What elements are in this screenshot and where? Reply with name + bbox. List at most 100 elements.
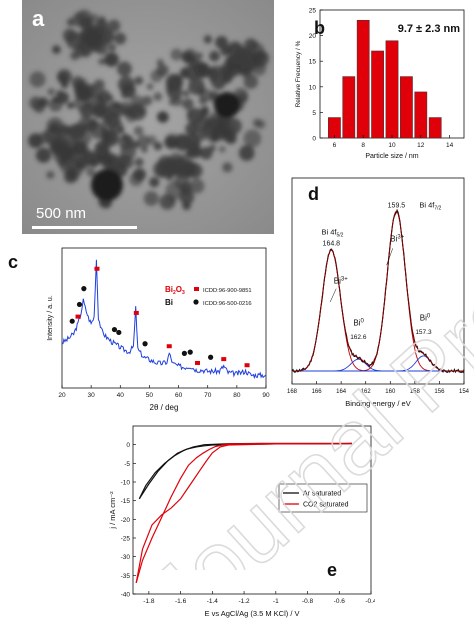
y-tick-label: -5: [124, 461, 130, 468]
tem-aggregate: [91, 169, 123, 201]
tem-particle: [72, 142, 83, 154]
tem-particle: [182, 98, 194, 110]
xps-chart: 168 166 164 162 160 158 156 154 Binding energy /…: [287, 177, 470, 408]
tem-particle: [56, 91, 69, 104]
x-tick-label: 12: [417, 142, 425, 149]
tem-particle: [170, 48, 183, 61]
tem-particle: [95, 19, 108, 31]
x-axis-label: E vs AgCl/Ag (3.5 M KCl) / V: [204, 609, 299, 618]
scalebar-label: 500 nm: [36, 205, 87, 222]
x-axis-label: Particle size / nm: [365, 153, 418, 160]
bi2o3-marker: [195, 360, 201, 365]
tem-particle: [208, 144, 216, 152]
tem-particle: [57, 157, 68, 168]
tem-particle: [54, 143, 64, 153]
legend-label-bi2o3: Bi2O3: [165, 285, 185, 296]
tem-particle: [252, 52, 264, 64]
tem-particle: [198, 66, 205, 73]
y-tick-label: -25: [121, 536, 131, 543]
tem-particle: [196, 52, 203, 59]
panel-label-b: b: [314, 18, 325, 38]
tem-particle: [71, 12, 88, 28]
y-tick-label: -15: [121, 498, 131, 505]
tem-particle: [221, 73, 233, 84]
tem-particle: [153, 141, 163, 151]
tem-particle: [203, 35, 213, 44]
y-axis-label: j / mA cm⁻²: [108, 491, 117, 530]
tem-particle: [98, 58, 105, 65]
x-tick-label: -1: [273, 598, 279, 605]
bi-marker: [142, 341, 148, 347]
bi-marker: [187, 349, 193, 355]
panel-a-tem-image: a 500 nm: [22, 0, 274, 234]
tem-particle: [198, 96, 208, 106]
label-bi-4f52: Bi 4f5/2: [321, 227, 343, 238]
tem-particle: [174, 133, 192, 151]
bi2o3-marker: [75, 314, 81, 319]
x-tick-label: 156: [434, 389, 445, 395]
y-tick-label: -20: [121, 517, 131, 524]
tem-particle: [158, 161, 176, 179]
x-tick-label: 30: [88, 392, 96, 399]
histogram-bar: [428, 117, 442, 139]
y-tick-label: -30: [121, 554, 131, 561]
panel-d-xps: 168 166 164 162 160 158 156 154 Binding energy /…: [278, 172, 474, 416]
tem-particle: [256, 119, 266, 129]
plot-frame: [132, 425, 372, 595]
tem-particle: [129, 172, 144, 187]
bi-marker: [116, 329, 122, 336]
x-axis-label: Binding energy / eV: [345, 399, 410, 408]
panel-label-d: d: [308, 184, 319, 204]
label-bi0-a: Bi0: [353, 319, 364, 328]
x-tick-label: 164: [336, 389, 347, 395]
peak-label-162-6: 162.6: [350, 334, 367, 341]
lsv-chart: 0 -5 -10 -15 -20 -25 -30 -35 -40 -1.8 -1.6 -1.4 -1.2…: [108, 425, 377, 618]
peak-label-159-5: 159.5: [388, 202, 406, 209]
tem-particle: [153, 92, 163, 102]
tem-particle: [121, 133, 129, 140]
tem-particle: [182, 89, 190, 98]
tem-particle: [137, 108, 145, 115]
tem-particle: [116, 61, 132, 77]
histogram-bar: [385, 40, 399, 139]
tem-particle: [187, 164, 194, 171]
tem-particle: [222, 162, 233, 173]
histogram-bar: [328, 117, 341, 139]
tem-particle: [200, 105, 210, 115]
label-bi-4f72: Bi 4f7/2: [419, 200, 441, 211]
lsv-curve: [135, 442, 352, 583]
bi-marker: [76, 301, 83, 308]
tem-particle: [98, 155, 106, 163]
bi2o3-marker: [94, 266, 100, 271]
y-axis-label: Intensity / a. u.: [47, 295, 54, 341]
x-tick-label: 50: [146, 392, 154, 399]
tem-particle: [64, 147, 72, 154]
tem-particle: [108, 43, 116, 52]
x-tick-label: 6: [333, 142, 337, 149]
tem-particle: [52, 45, 61, 54]
tem-particle: [146, 83, 154, 91]
tem-particle: [35, 147, 52, 163]
bi2o3-marker: [244, 363, 250, 368]
tem-particle: [243, 74, 259, 89]
panel-label-e: e: [327, 560, 338, 580]
tem-particle: [105, 157, 113, 165]
bi-marker: [181, 350, 187, 356]
tem-particle: [120, 143, 137, 160]
component-line: [292, 249, 464, 372]
plot-frame: [291, 177, 465, 385]
tem-particle: [50, 123, 58, 131]
tem-particle: [156, 59, 164, 67]
histogram-bar: [414, 91, 428, 139]
tem-particle: [96, 27, 105, 35]
histogram-bar: [342, 76, 356, 139]
tem-particle: [142, 95, 153, 106]
tem-particle: [197, 87, 206, 95]
y-tick-label: 0: [126, 442, 130, 449]
tem-particle: [194, 115, 211, 131]
tem-particle: [28, 133, 43, 149]
x-tick-label: 20: [58, 392, 66, 399]
tem-particle: [99, 15, 106, 23]
bi-marker: [111, 326, 118, 333]
tem-particle: [137, 134, 150, 148]
